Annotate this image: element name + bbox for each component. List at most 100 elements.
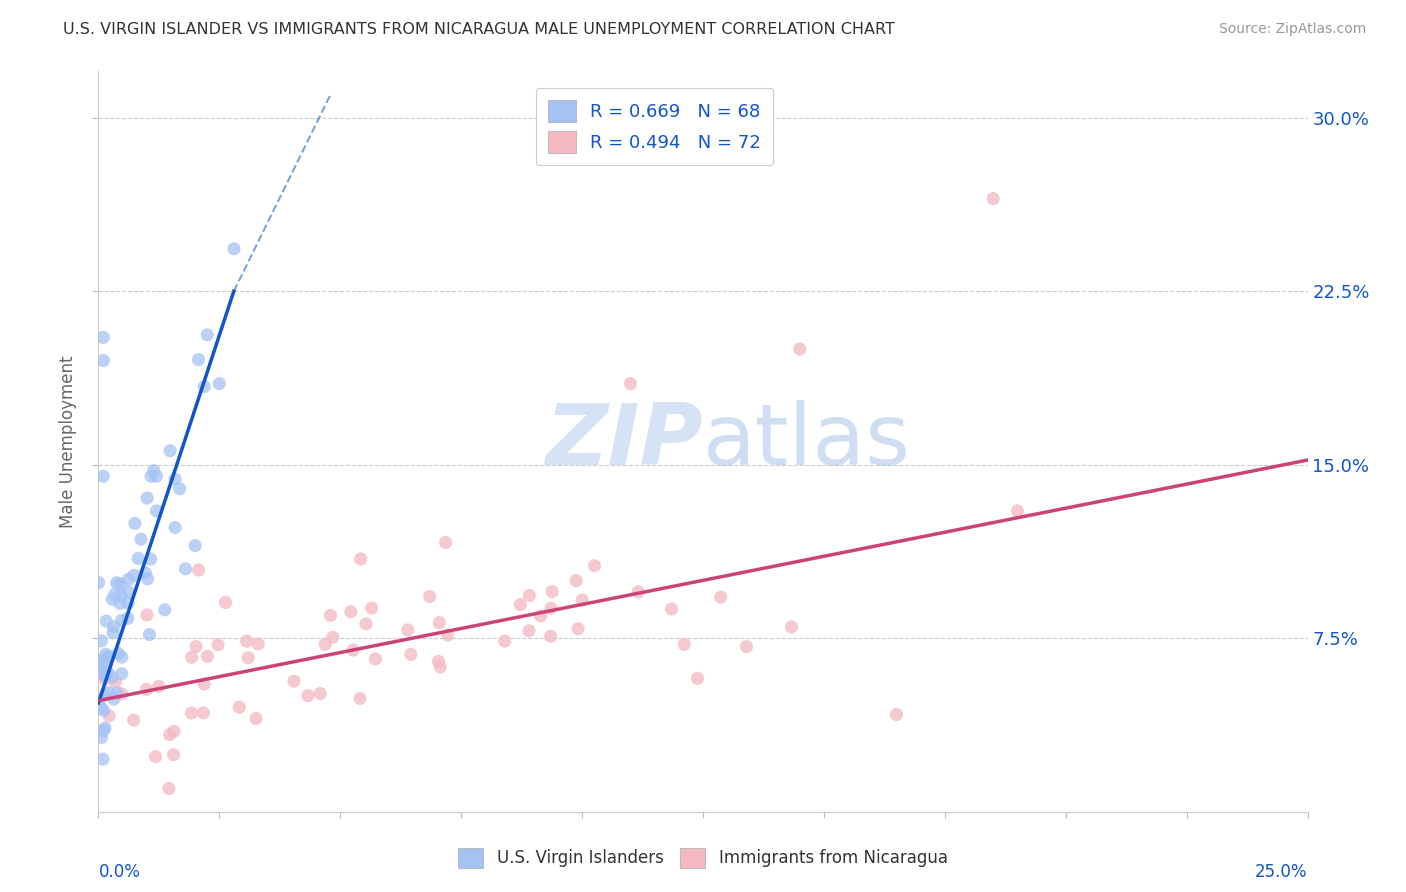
Point bbox=[180, 650, 202, 665]
Point bbox=[193, 380, 215, 394]
Point bbox=[90, 634, 112, 648]
Point bbox=[314, 637, 336, 651]
Point bbox=[108, 597, 131, 611]
Point bbox=[886, 707, 908, 722]
Point bbox=[399, 648, 422, 662]
Point bbox=[541, 584, 564, 599]
Point bbox=[91, 469, 114, 483]
Point bbox=[101, 625, 124, 640]
Point bbox=[195, 327, 218, 342]
Point bbox=[342, 643, 364, 657]
Point bbox=[117, 596, 139, 610]
Point bbox=[339, 605, 361, 619]
Point bbox=[124, 516, 146, 531]
Point bbox=[222, 242, 245, 256]
Point bbox=[145, 749, 167, 764]
Point bbox=[297, 689, 319, 703]
Point bbox=[94, 721, 117, 735]
Point bbox=[360, 601, 382, 615]
Text: 25.0%: 25.0% bbox=[1256, 863, 1308, 880]
Point bbox=[134, 566, 156, 580]
Point bbox=[90, 659, 112, 673]
Point bbox=[91, 330, 114, 344]
Point bbox=[583, 558, 606, 573]
Point bbox=[141, 469, 163, 483]
Point bbox=[135, 682, 157, 697]
Point bbox=[283, 674, 305, 689]
Point bbox=[136, 572, 159, 586]
Point bbox=[427, 615, 450, 630]
Point bbox=[110, 588, 132, 602]
Point bbox=[117, 611, 139, 625]
Point bbox=[364, 652, 387, 666]
Point bbox=[494, 634, 516, 648]
Point bbox=[157, 781, 180, 796]
Point bbox=[139, 552, 162, 566]
Point bbox=[396, 623, 419, 637]
Point bbox=[97, 649, 120, 664]
Y-axis label: Male Unemployment: Male Unemployment bbox=[59, 355, 77, 528]
Point bbox=[94, 667, 117, 681]
Point bbox=[517, 589, 540, 603]
Point bbox=[89, 657, 111, 672]
Text: U.S. VIRGIN ISLANDER VS IMMIGRANTS FROM NICARAGUA MALE UNEMPLOYMENT CORRELATION : U.S. VIRGIN ISLANDER VS IMMIGRANTS FROM … bbox=[63, 22, 896, 37]
Point bbox=[619, 376, 641, 391]
Point bbox=[93, 672, 115, 686]
Point bbox=[236, 634, 259, 648]
Point bbox=[540, 601, 562, 615]
Point bbox=[163, 724, 186, 739]
Point bbox=[319, 608, 342, 623]
Point bbox=[735, 640, 758, 654]
Point bbox=[567, 622, 589, 636]
Point bbox=[187, 563, 209, 577]
Point bbox=[1007, 504, 1029, 518]
Text: ZIP: ZIP bbox=[546, 400, 703, 483]
Point bbox=[247, 637, 270, 651]
Point bbox=[434, 535, 457, 549]
Point bbox=[117, 584, 139, 599]
Point bbox=[127, 551, 149, 566]
Point bbox=[436, 628, 458, 642]
Point bbox=[214, 595, 236, 609]
Point bbox=[540, 629, 562, 643]
Point bbox=[108, 576, 131, 591]
Point bbox=[228, 700, 250, 714]
Text: 0.0%: 0.0% bbox=[98, 863, 141, 880]
Point bbox=[122, 713, 145, 727]
Point bbox=[673, 637, 696, 651]
Point bbox=[187, 352, 209, 367]
Point bbox=[145, 469, 167, 483]
Point bbox=[101, 592, 124, 607]
Point bbox=[207, 638, 229, 652]
Point bbox=[129, 532, 152, 546]
Point bbox=[350, 552, 373, 566]
Point bbox=[427, 655, 450, 669]
Point bbox=[91, 353, 114, 368]
Point bbox=[103, 692, 125, 706]
Point bbox=[789, 342, 811, 356]
Point bbox=[509, 598, 531, 612]
Point bbox=[184, 539, 207, 553]
Point bbox=[571, 593, 593, 607]
Legend: U.S. Virgin Islanders, Immigrants from Nicaragua: U.S. Virgin Islanders, Immigrants from N… bbox=[451, 841, 955, 875]
Point bbox=[238, 650, 260, 665]
Point bbox=[94, 688, 117, 702]
Point bbox=[104, 675, 127, 690]
Point bbox=[322, 630, 344, 644]
Point bbox=[138, 627, 160, 641]
Point bbox=[94, 669, 117, 683]
Point bbox=[90, 654, 112, 668]
Point bbox=[107, 646, 129, 660]
Point bbox=[93, 703, 115, 717]
Point bbox=[193, 706, 215, 720]
Point bbox=[530, 608, 553, 623]
Point bbox=[110, 613, 132, 627]
Point bbox=[419, 590, 441, 604]
Point bbox=[517, 624, 540, 638]
Point bbox=[101, 670, 124, 684]
Point bbox=[98, 709, 121, 723]
Point bbox=[429, 660, 451, 674]
Point bbox=[165, 472, 187, 486]
Point bbox=[180, 706, 202, 720]
Point bbox=[91, 752, 114, 766]
